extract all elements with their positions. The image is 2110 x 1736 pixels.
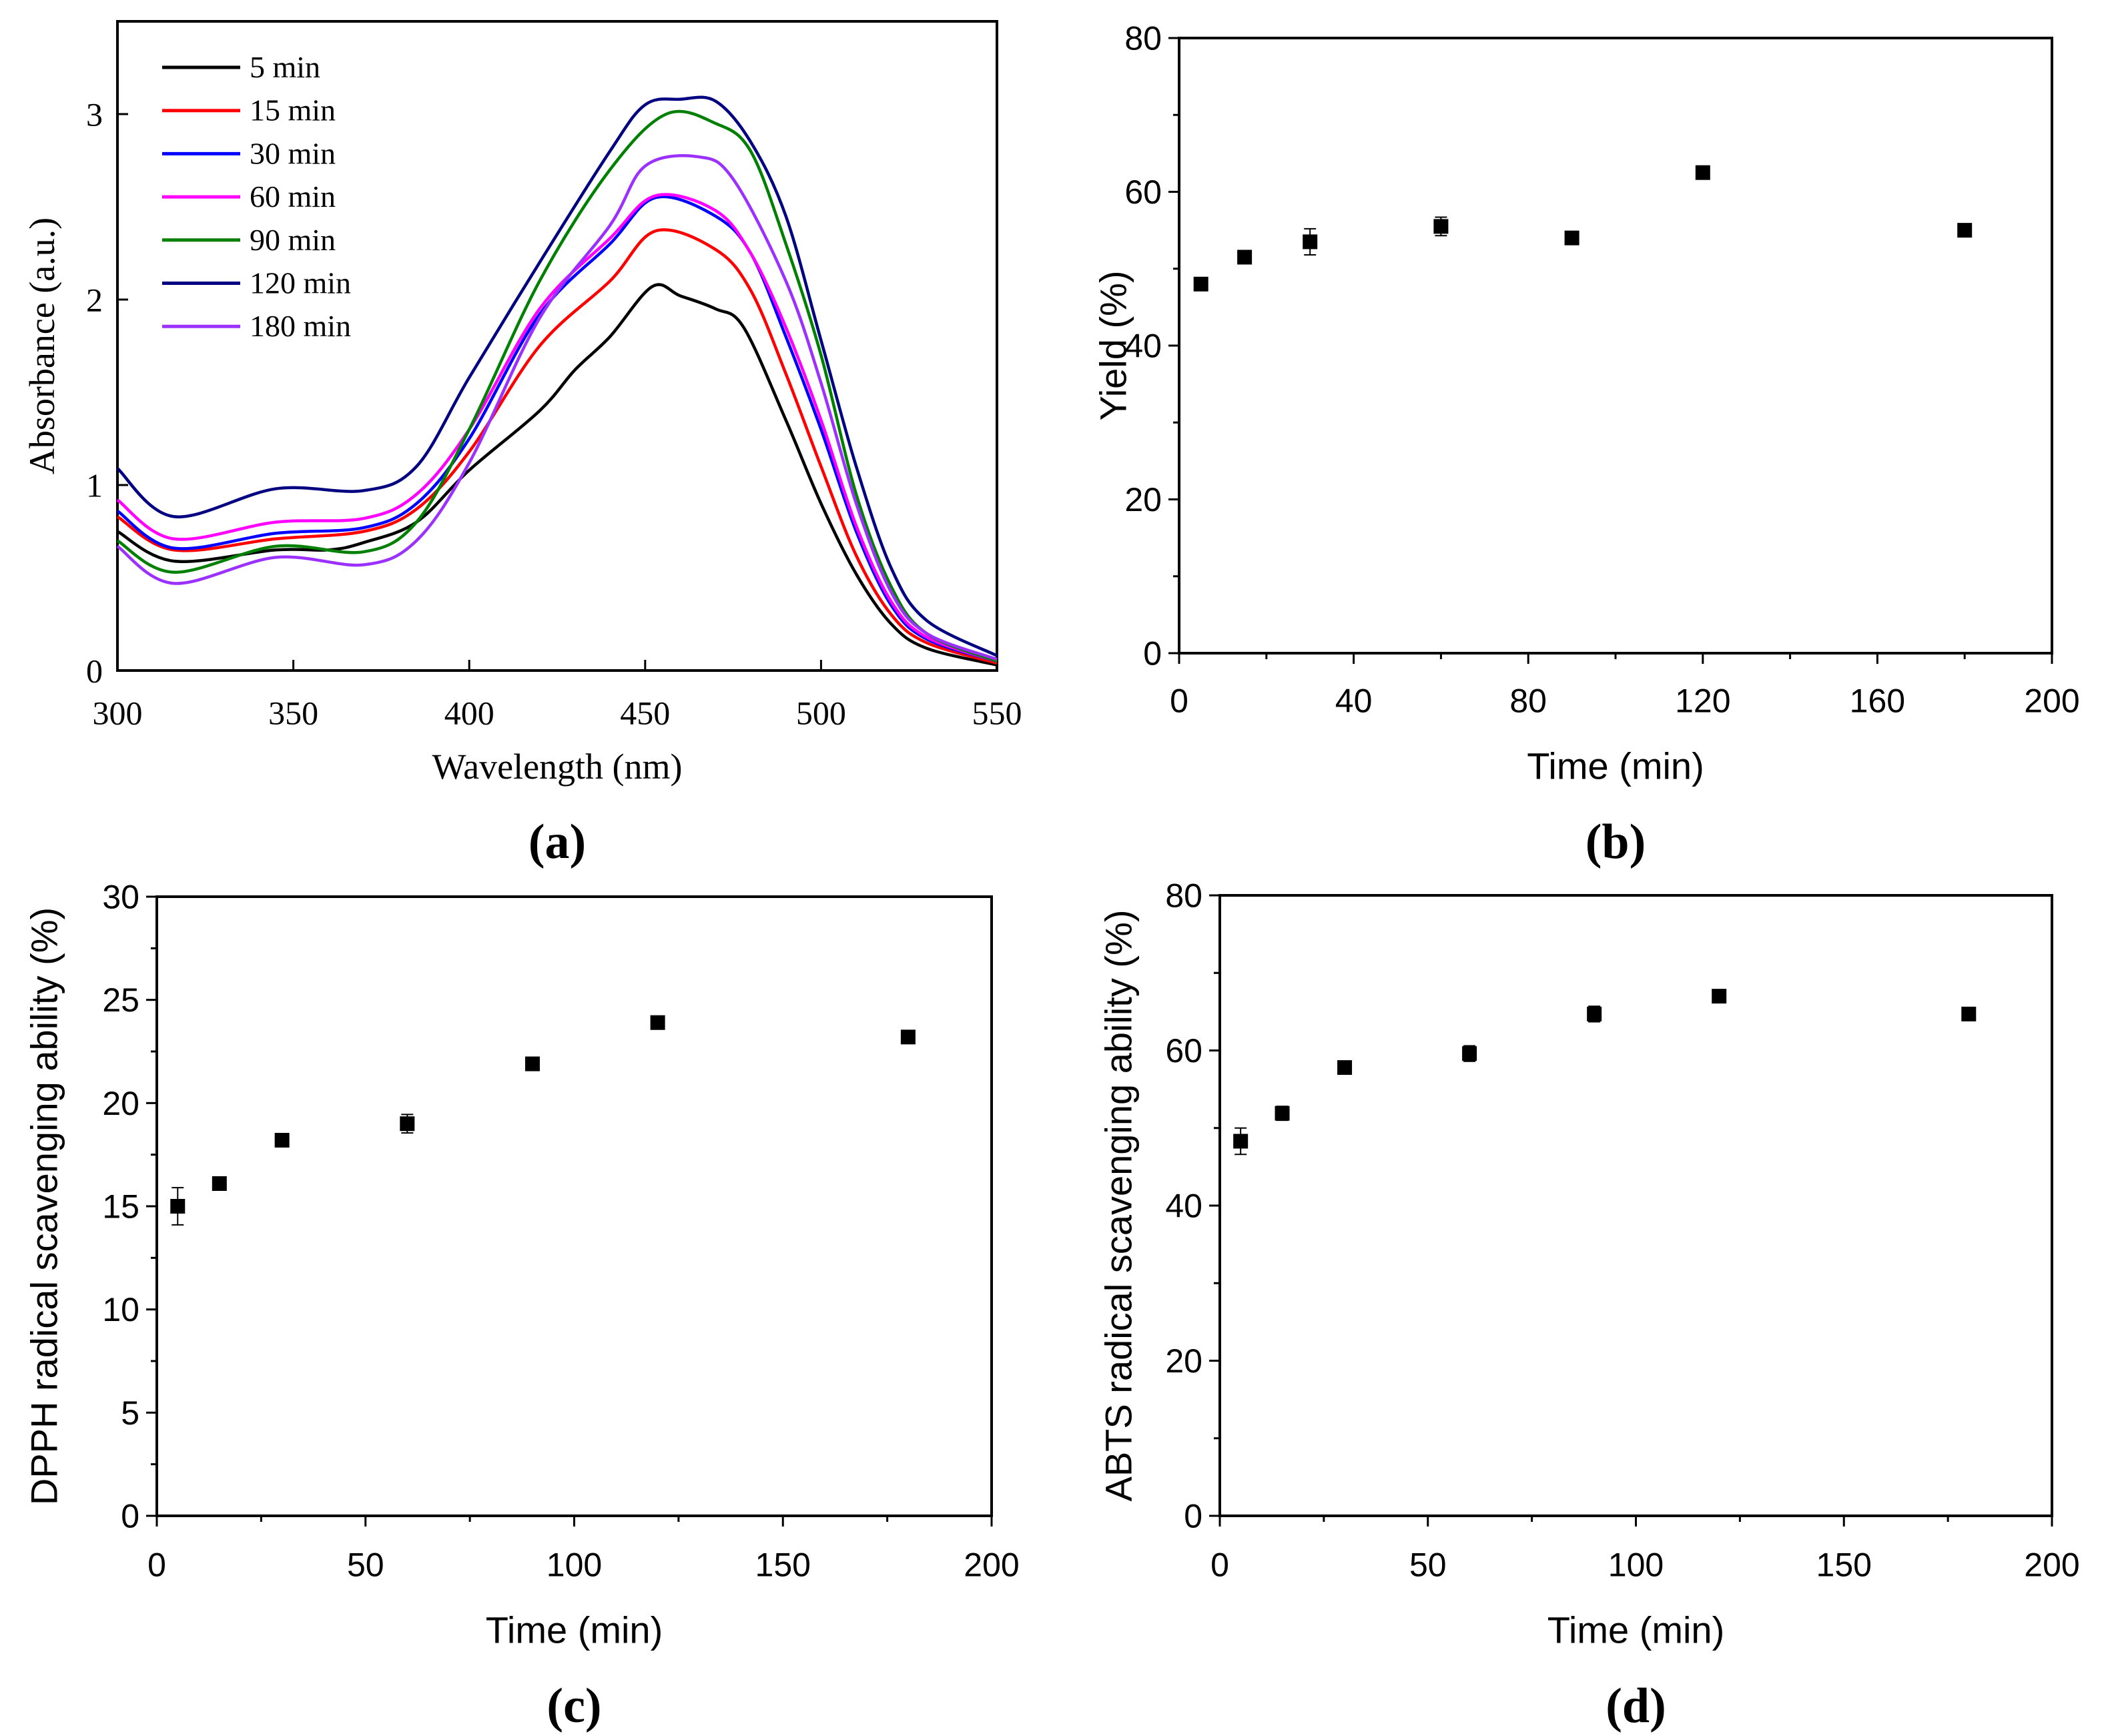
x-axis-title: Wavelength (nm)	[432, 747, 682, 787]
data-point	[1587, 1006, 1602, 1021]
y-tick-label: 20	[102, 1085, 139, 1122]
x-tick-label: 40	[1335, 683, 1373, 720]
panel-label: (c)	[547, 1679, 601, 1733]
y-tick-label: 15	[102, 1188, 139, 1226]
y-tick-label: 0	[86, 653, 103, 690]
chart-panel-b: 0 40 80 120 160 200 0 20 40 60 80 Time (min) Yield (…	[1092, 20, 2080, 870]
series-line-30-min	[116, 195, 998, 663]
data-point	[1712, 989, 1727, 1004]
legend-label: 180 min	[250, 309, 351, 343]
x-tick-label: 450	[620, 695, 670, 732]
x-tick-label: 200	[2024, 1547, 2079, 1584]
x-tick-label: 300	[93, 695, 143, 732]
y-tick-label: 0	[121, 1498, 139, 1535]
y-axis-title: DPPH radical scavenging ability (%)	[23, 907, 65, 1505]
data-point	[1193, 276, 1208, 292]
series-line-90-min	[116, 109, 998, 663]
legend-label: 5 min	[250, 50, 320, 84]
legend-label: 60 min	[250, 179, 336, 213]
y-tick-label: 25	[102, 981, 139, 1019]
x-axis-title: Time (min)	[486, 1609, 663, 1651]
data-point	[212, 1176, 227, 1191]
data-point	[1564, 230, 1579, 246]
y-axis-title: Yield (%)	[1092, 270, 1134, 420]
plot-frame	[1178, 37, 2053, 655]
series-line-180-min	[116, 154, 998, 661]
y-tick-label: 20	[1124, 481, 1162, 518]
x-tick-label: 80	[1509, 683, 1547, 720]
x-tick-label: 50	[1409, 1547, 1447, 1584]
x-tick-label: 100	[1608, 1547, 1664, 1584]
y-axis-title: Absorbance (a.u.)	[22, 218, 62, 474]
x-tick-label: 200	[964, 1547, 1019, 1584]
y-tick-label: 40	[1165, 1188, 1202, 1225]
x-tick-label: 150	[1816, 1547, 1872, 1584]
x-axis-title: Time (min)	[1547, 1609, 1724, 1651]
series-line-60-min	[116, 193, 998, 663]
data-point	[274, 1133, 290, 1148]
chart-panel-d: 0 50 100 150 200 0 20 40 60 80 Time (min) ABTS radi…	[1098, 877, 2080, 1734]
data-point	[650, 1015, 665, 1030]
y-tick-label: 80	[1124, 20, 1162, 57]
y-tick-label: 20	[1165, 1342, 1202, 1380]
legend-label: 90 min	[250, 223, 336, 257]
x-tick-label: 160	[1850, 683, 1905, 720]
x-tick-label: 0	[1210, 1547, 1229, 1584]
chart-panel-c: 0 50 100 150 200 0 5 10 15 20 25 30 Time (min) DPPH r…	[23, 879, 1020, 1734]
data-point	[1303, 234, 1318, 250]
y-tick-label: 40	[1124, 328, 1162, 365]
data-point	[900, 1029, 916, 1045]
data-point	[170, 1199, 186, 1214]
data-point	[524, 1056, 540, 1071]
data-point	[1233, 1134, 1249, 1149]
x-tick-label: 0	[147, 1547, 166, 1584]
y-tick-label: 2	[86, 282, 103, 319]
data-point	[1275, 1106, 1290, 1121]
legend-label: 30 min	[250, 136, 336, 170]
data-point	[1433, 219, 1449, 234]
x-tick-label: 100	[547, 1547, 602, 1584]
legend-label: 15 min	[250, 93, 336, 127]
plot-frame	[1218, 894, 2053, 1517]
y-axis-title: ABTS radical scavenging ability (%)	[1098, 909, 1140, 1501]
x-tick-label: 550	[972, 695, 1022, 732]
plot-frame	[116, 20, 998, 672]
chart-panel-a: 300 350 400 450 500 550 0 1 2 3 Wavelength (nm) Abs…	[22, 20, 1022, 869]
x-tick-label: 200	[2024, 683, 2079, 720]
panel-label: (b)	[1586, 815, 1646, 869]
y-tick-label: 60	[1165, 1032, 1202, 1069]
panel-label: (a)	[529, 815, 586, 869]
legend-label: 120 min	[250, 266, 351, 300]
data-point	[1237, 250, 1253, 265]
y-tick-label: 0	[1143, 635, 1162, 673]
data-point	[1462, 1046, 1477, 1061]
y-tick-label: 0	[1184, 1498, 1202, 1535]
x-tick-label: 50	[347, 1547, 384, 1584]
x-tick-label: 500	[796, 695, 846, 732]
y-tick-label: 10	[102, 1291, 139, 1328]
data-point	[1337, 1060, 1353, 1075]
panel-label: (d)	[1606, 1679, 1666, 1733]
data-point	[1957, 223, 1973, 238]
y-tick-label: 3	[86, 96, 103, 133]
x-tick-label: 120	[1675, 683, 1730, 720]
x-tick-label: 0	[1170, 683, 1188, 720]
data-point	[1695, 165, 1710, 180]
x-tick-label: 150	[755, 1547, 811, 1584]
x-tick-label: 400	[444, 695, 494, 732]
data-point	[400, 1116, 415, 1132]
y-tick-label: 80	[1165, 877, 1202, 915]
series-line-15-min	[116, 228, 998, 665]
y-tick-label: 5	[121, 1394, 139, 1432]
x-tick-label: 350	[268, 695, 318, 732]
data-point	[1961, 1006, 1977, 1021]
y-tick-label: 1	[86, 467, 103, 504]
y-tick-label: 60	[1124, 173, 1162, 211]
plot-frame	[155, 895, 993, 1517]
x-axis-title: Time (min)	[1527, 745, 1704, 787]
y-tick-label: 30	[102, 879, 139, 916]
series-line-120-min	[116, 95, 998, 657]
